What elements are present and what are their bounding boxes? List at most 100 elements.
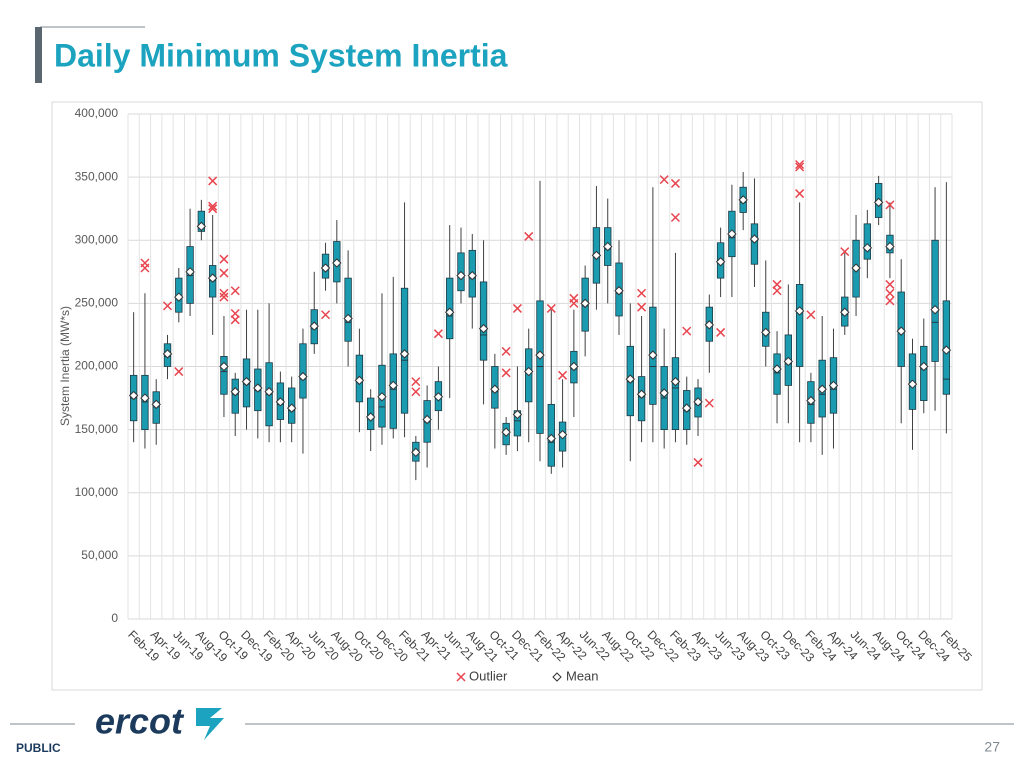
box: [344, 277, 352, 342]
legend-label: Mean: [566, 668, 599, 683]
outlier: [885, 279, 895, 289]
mean: [930, 304, 940, 315]
outlier: [795, 162, 805, 172]
mean: [806, 395, 816, 406]
mean: [580, 298, 590, 309]
y-tick-label: 250,000: [75, 296, 119, 310]
page-number: 27: [984, 739, 1000, 755]
outlier: [670, 212, 680, 223]
legend-marker: [552, 672, 562, 682]
outlier: [512, 303, 522, 313]
mean: [772, 364, 782, 374]
mean: [704, 320, 715, 330]
mean: [873, 197, 884, 208]
mean: [862, 243, 873, 253]
mean: [727, 229, 737, 239]
mean: [174, 292, 184, 302]
outlier: [569, 298, 579, 308]
outlier: [411, 377, 421, 387]
outlier: [659, 175, 669, 185]
outlier: [433, 329, 443, 339]
outlier: [795, 189, 805, 199]
mean: [636, 389, 647, 399]
outlier: [140, 258, 150, 268]
outlier: [885, 200, 895, 210]
mean: [365, 412, 376, 422]
mean: [557, 429, 568, 440]
outlier: [174, 367, 184, 377]
mean: [411, 447, 421, 458]
mean: [907, 379, 918, 389]
mean: [603, 241, 613, 252]
outlier: [219, 288, 229, 298]
outlier: [546, 303, 556, 313]
outlier: [806, 310, 816, 320]
outlier: [716, 327, 726, 337]
mean: [828, 380, 839, 391]
mean: [309, 321, 319, 331]
mean: [546, 433, 556, 444]
box: [536, 300, 544, 434]
outlier: [230, 286, 240, 296]
mean: [478, 323, 489, 334]
outlier: [208, 176, 218, 186]
mean: [377, 392, 387, 402]
outlier: [208, 204, 218, 214]
mean: [207, 273, 218, 283]
logo: ercot: [95, 701, 185, 742]
mean: [512, 409, 523, 420]
mean: [535, 350, 545, 360]
y-tick-label: 100,000: [75, 485, 119, 499]
mean: [219, 361, 229, 372]
logo-mark: [196, 708, 224, 740]
y-tick-label: 0: [111, 611, 118, 625]
box: [479, 281, 488, 361]
y-tick-label: 50,000: [81, 548, 118, 562]
outlier: [524, 231, 534, 241]
outlier: [693, 457, 703, 467]
mean: [332, 258, 342, 268]
mean: [693, 397, 703, 407]
mean: [444, 307, 455, 317]
mean: [885, 241, 895, 252]
mean: [749, 234, 760, 244]
outlier: [501, 368, 511, 378]
y-tick-label: 350,000: [75, 169, 119, 183]
outlier: [219, 254, 229, 264]
mean: [253, 383, 263, 393]
mean: [648, 350, 658, 360]
y-tick-label: 400,000: [75, 106, 119, 120]
footer-label: PUBLIC: [16, 741, 61, 755]
mean: [298, 371, 308, 382]
box: [299, 343, 307, 399]
mean: [840, 307, 850, 317]
outlier: [670, 178, 680, 188]
box: [931, 239, 939, 362]
mean: [591, 250, 602, 261]
outlier: [558, 370, 568, 380]
box: [389, 353, 397, 429]
outlier: [795, 159, 805, 170]
mean: [230, 387, 240, 397]
mean: [715, 257, 726, 267]
mean: [275, 397, 286, 407]
outlier: [885, 296, 895, 306]
mean: [264, 387, 274, 397]
mean: [162, 349, 173, 359]
outlier: [162, 301, 173, 311]
outlier: [682, 326, 692, 336]
outlier: [230, 315, 240, 325]
y-tick-label: 150,000: [75, 422, 119, 436]
box: [920, 345, 928, 401]
outlier: [208, 201, 218, 211]
y-axis-label: System Inertia (MW*s): [58, 306, 72, 426]
mean: [467, 270, 477, 281]
mean: [140, 393, 150, 403]
title-accent: [35, 27, 42, 83]
outlier: [219, 292, 229, 302]
outlier: [321, 310, 331, 320]
mean: [399, 349, 410, 359]
slide-title: Daily Minimum System Inertia: [54, 37, 508, 73]
mean: [128, 390, 139, 401]
mean: [241, 376, 252, 387]
